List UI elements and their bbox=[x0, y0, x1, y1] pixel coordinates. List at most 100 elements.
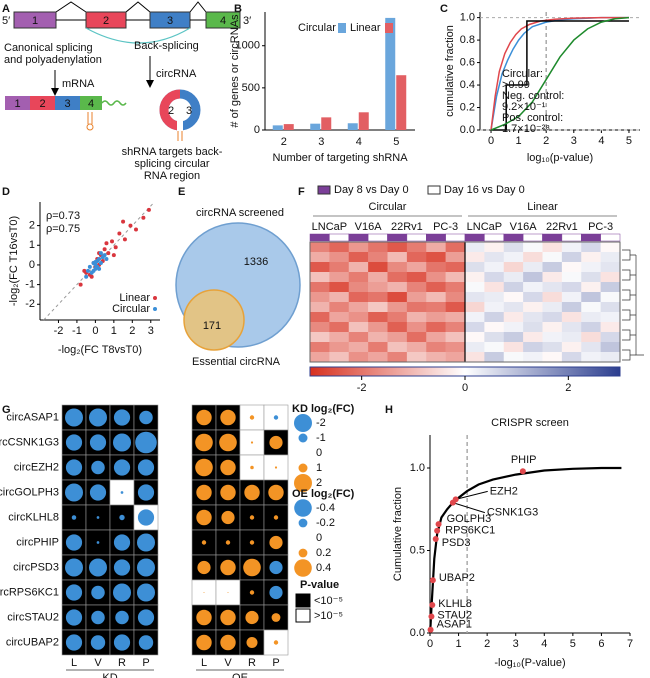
label: circRNA bbox=[156, 68, 197, 80]
leader-line bbox=[452, 502, 486, 514]
colorbar-label: 2 bbox=[565, 382, 571, 394]
legend-label: Pos. control: bbox=[502, 112, 563, 124]
mrna-exon bbox=[30, 96, 55, 110]
heat-cell bbox=[523, 262, 543, 273]
point bbox=[98, 260, 103, 265]
heat-cell bbox=[581, 332, 601, 343]
y-tick-label: 0.4 bbox=[460, 79, 475, 91]
annotation: ρ=0.75 bbox=[46, 223, 80, 235]
row-label: circEZH2 bbox=[14, 461, 59, 473]
heat-cell bbox=[561, 322, 582, 333]
heat-cell bbox=[329, 272, 350, 283]
dot bbox=[245, 610, 259, 625]
point bbox=[432, 535, 439, 542]
bar bbox=[283, 124, 294, 130]
heat-cell bbox=[348, 302, 369, 313]
row-label: circSTAU2 bbox=[7, 611, 59, 623]
heat-cell bbox=[310, 352, 330, 363]
dot bbox=[113, 559, 131, 576]
dot bbox=[89, 484, 107, 501]
dot bbox=[219, 433, 237, 452]
x-tick-label: 0 bbox=[92, 325, 98, 337]
point bbox=[91, 268, 96, 273]
dot bbox=[113, 534, 131, 551]
heat-cell bbox=[484, 282, 505, 293]
point-label: EZH2 bbox=[490, 485, 518, 497]
label: RNA region bbox=[144, 170, 200, 182]
heat-cell bbox=[542, 272, 563, 283]
x-tick-label: 1 bbox=[456, 638, 462, 650]
dot bbox=[195, 433, 213, 452]
label: 2 bbox=[103, 15, 109, 27]
x-tick-label: 3 bbox=[318, 136, 324, 148]
heat-cell bbox=[561, 292, 582, 303]
heat-cell bbox=[426, 312, 446, 323]
heat-cell bbox=[368, 302, 388, 313]
time-bar bbox=[348, 233, 369, 242]
dot bbox=[113, 459, 131, 476]
point bbox=[429, 577, 436, 584]
label: 3 bbox=[64, 98, 70, 110]
legend-swatch bbox=[295, 593, 311, 608]
y-axis-label: -log₂(FC T16vsT0) bbox=[8, 216, 20, 306]
heat-cell bbox=[310, 292, 330, 303]
point-label: KLHL8 bbox=[438, 598, 472, 610]
dot bbox=[113, 433, 131, 452]
point bbox=[82, 268, 87, 273]
heat-cell bbox=[406, 292, 427, 303]
column-label: R bbox=[248, 657, 256, 669]
heat-cell bbox=[561, 272, 582, 283]
heat-cell bbox=[310, 322, 330, 333]
point bbox=[429, 601, 436, 608]
legend-label: Linear bbox=[350, 22, 381, 34]
x-tick-label: 0 bbox=[427, 638, 433, 650]
legend-label: Circular bbox=[298, 22, 336, 34]
heat-cell bbox=[581, 292, 601, 303]
label: 1 bbox=[32, 15, 38, 27]
bar bbox=[272, 125, 283, 130]
splice-caret bbox=[189, 1, 207, 13]
y-tick-label: 0.6 bbox=[460, 56, 475, 68]
heat-cell bbox=[406, 322, 427, 333]
panel-letter: D bbox=[2, 186, 10, 198]
dot bbox=[196, 609, 212, 626]
dot bbox=[89, 434, 107, 451]
heat-cell bbox=[465, 262, 485, 273]
dot bbox=[65, 558, 83, 577]
point bbox=[84, 274, 89, 279]
label: 1 bbox=[14, 98, 20, 110]
dot bbox=[221, 510, 235, 525]
row-label: circKLHL8 bbox=[8, 511, 59, 523]
splice-caret bbox=[55, 1, 87, 13]
heat-cell bbox=[329, 252, 350, 263]
heat-cell bbox=[348, 292, 369, 303]
heat-cell bbox=[523, 352, 543, 363]
cell-line-label: LNCaP bbox=[312, 221, 347, 233]
dot bbox=[113, 634, 131, 651]
y-tick-label: 2 bbox=[29, 220, 35, 232]
point bbox=[102, 253, 107, 258]
cell bbox=[239, 429, 265, 456]
y-axis-label: # of genes or circRNAs bbox=[229, 14, 241, 128]
heat-cell bbox=[503, 272, 524, 283]
heat-cell bbox=[523, 272, 543, 283]
heat-cell bbox=[503, 262, 524, 273]
label: 2 bbox=[39, 98, 45, 110]
dendrogram bbox=[622, 289, 636, 301]
heat-cell bbox=[445, 282, 466, 293]
heat-cell bbox=[329, 352, 350, 363]
heat-cell bbox=[523, 282, 543, 293]
splice-caret bbox=[125, 1, 151, 13]
bar bbox=[310, 123, 321, 130]
label: 4 bbox=[220, 15, 226, 27]
heat-cell bbox=[561, 252, 582, 263]
heat-cell bbox=[561, 302, 582, 313]
heat-cell bbox=[600, 252, 621, 263]
legend-label: >10⁻⁵ bbox=[314, 610, 343, 622]
heat-cell bbox=[600, 292, 621, 303]
time-bar bbox=[484, 233, 504, 242]
dot bbox=[89, 408, 107, 427]
y-tick-label: 1.0 bbox=[460, 12, 475, 24]
heat-cell bbox=[329, 302, 350, 313]
